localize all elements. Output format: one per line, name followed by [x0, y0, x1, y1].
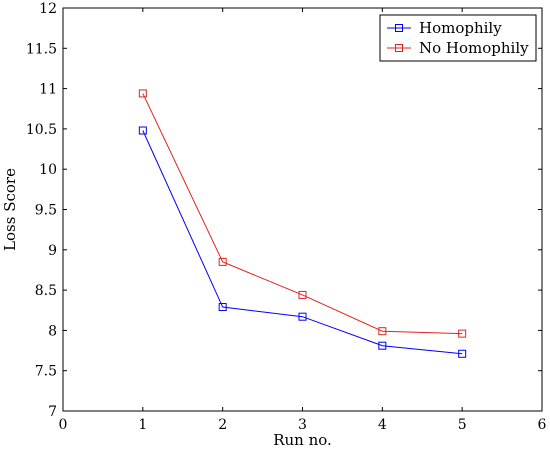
- data-point: [138, 89, 147, 98]
- series-line-no-homophily: [142, 93, 463, 335]
- series-layer: [138, 89, 467, 358]
- x-tick-label: 2: [218, 417, 227, 433]
- y-tick-label: 12: [39, 1, 57, 17]
- x-tick-label: 1: [138, 417, 147, 433]
- x-tick-labels: 0 1 2 3 4 5 6: [59, 417, 547, 433]
- data-point: [458, 329, 467, 338]
- legend-label-no-homophily: No Homophily: [419, 39, 529, 57]
- data-point: [218, 303, 227, 312]
- plot-frame: [62, 7, 543, 412]
- data-point: [298, 290, 307, 299]
- data-point: [378, 341, 387, 350]
- series-no-homophily: [138, 89, 467, 338]
- legend-marker-homophily: [395, 24, 403, 32]
- y-tick-label: 11.5: [26, 41, 57, 57]
- x-tick-label: 3: [298, 417, 307, 433]
- data-point: [458, 349, 467, 358]
- x-tick-label: 4: [378, 417, 387, 433]
- y-tick-label: 7: [48, 404, 57, 420]
- x-tick-label: 0: [59, 417, 68, 433]
- y-axis-label: Loss Score: [1, 168, 19, 251]
- y-tick-label: 7.5: [35, 364, 57, 380]
- y-tick-label: 10.5: [26, 122, 57, 138]
- y-tick-labels: 7 7.5 8 8.5 9 9.5 10 10.5 11 11.5 12: [26, 1, 57, 420]
- axis-ticks: [62, 7, 543, 412]
- y-tick-label: 9: [48, 243, 57, 259]
- x-axis-label: Run no.: [273, 431, 332, 449]
- x-tick-label: 6: [538, 417, 547, 433]
- legend-marker-no-homophily: [395, 44, 403, 52]
- y-tick-label: 8.5: [35, 283, 57, 299]
- series-line-homophily: [142, 130, 463, 355]
- x-tick-label: 5: [458, 417, 467, 433]
- legend: Homophily No Homophily: [379, 14, 537, 62]
- y-tick-label: 9.5: [35, 203, 57, 219]
- legend-label-homophily: Homophily: [419, 19, 502, 37]
- legend-box: [379, 14, 537, 62]
- data-point: [218, 257, 227, 266]
- y-tick-label: 10: [39, 162, 57, 178]
- data-point: [298, 312, 307, 321]
- data-point: [138, 126, 147, 135]
- data-point: [378, 327, 387, 336]
- y-tick-label: 8: [48, 323, 57, 339]
- series-homophily: [138, 126, 467, 358]
- y-tick-label: 11: [39, 82, 57, 98]
